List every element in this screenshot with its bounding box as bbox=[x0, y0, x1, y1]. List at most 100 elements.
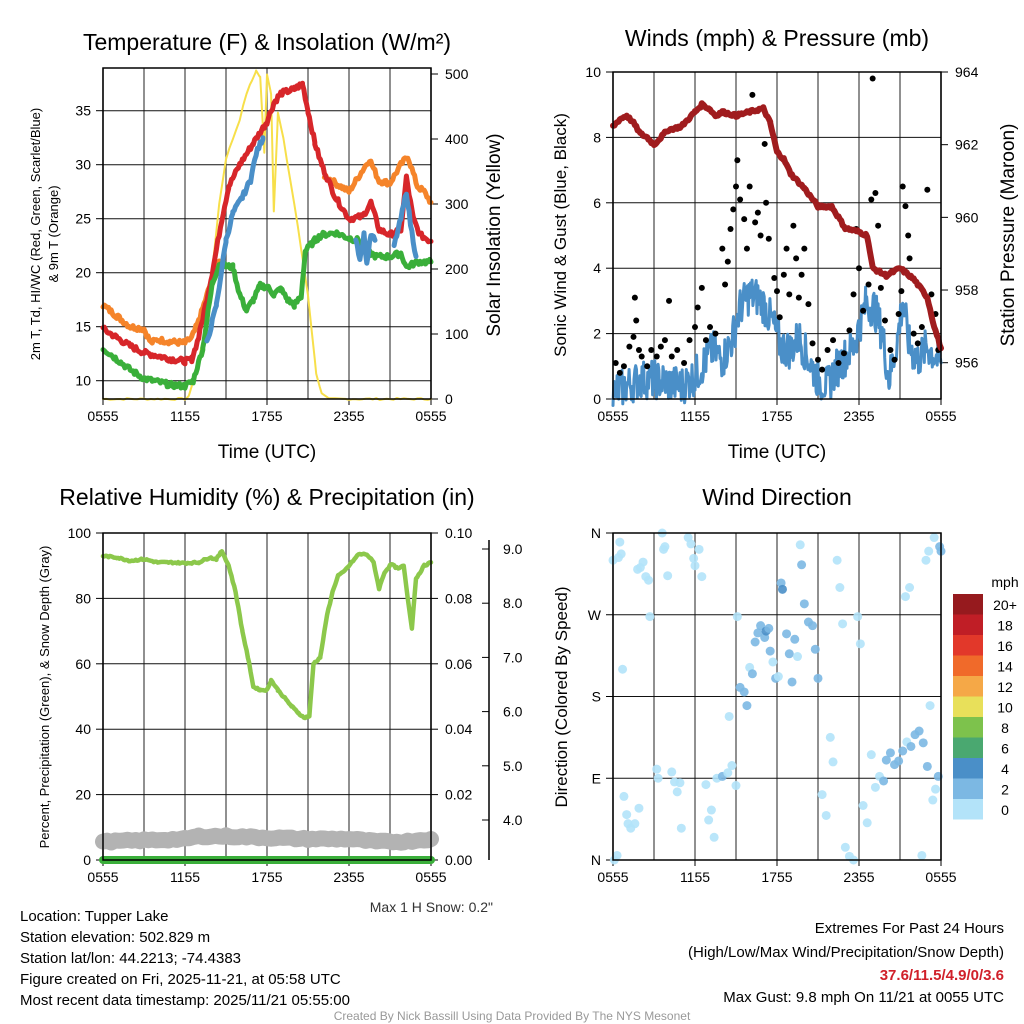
wind-direction-point bbox=[906, 741, 916, 751]
legend-swatch bbox=[953, 614, 983, 635]
snow-tick-label: 8.0 bbox=[503, 595, 523, 611]
wind-direction-point bbox=[797, 560, 807, 570]
wind-direction-point bbox=[894, 756, 904, 766]
wind-direction-point bbox=[694, 544, 704, 554]
wind-direction-point bbox=[928, 795, 938, 805]
x-tick-label: 2355 bbox=[843, 869, 874, 885]
wind-direction-point bbox=[750, 637, 760, 647]
y-tick-label: 10 bbox=[75, 373, 91, 389]
wind-direction-point bbox=[787, 677, 797, 687]
legend-swatch bbox=[953, 696, 983, 717]
direction-y-axis-title: Direction (Colored By Speed) bbox=[552, 586, 571, 807]
gust-point bbox=[698, 284, 705, 291]
gust-point bbox=[752, 219, 759, 226]
wind-direction-point bbox=[921, 555, 931, 565]
wind-direction-point bbox=[630, 819, 640, 829]
gust-point bbox=[733, 183, 739, 190]
station-pressure-line bbox=[610, 100, 944, 352]
wind-direction-point bbox=[817, 790, 827, 800]
gust-point bbox=[783, 245, 790, 252]
gust-point bbox=[666, 297, 673, 304]
gust-point bbox=[906, 255, 913, 262]
plot-frame bbox=[612, 71, 942, 400]
gust-point bbox=[774, 288, 780, 295]
wind-direction-point bbox=[619, 791, 629, 801]
y-tick-label: 15 bbox=[75, 319, 91, 335]
wind-direction-point bbox=[898, 746, 908, 756]
gust-point bbox=[612, 360, 619, 367]
wind-direction-point bbox=[706, 805, 716, 815]
legend-label: 4 bbox=[1001, 761, 1009, 777]
gust-point bbox=[730, 206, 737, 213]
gust-point bbox=[702, 337, 709, 344]
x-tick-label: 1755 bbox=[761, 408, 792, 424]
gust-point bbox=[630, 333, 637, 340]
right-tick-label: 200 bbox=[445, 261, 469, 277]
rh-y-axis-title: Percent, Precipitation (Green), & Snow D… bbox=[37, 546, 52, 849]
wind-direction-point bbox=[652, 764, 662, 774]
extremes-values: 37.6/11.5/4.9/0/3.6 bbox=[880, 967, 1004, 984]
gust-point bbox=[633, 317, 640, 324]
gust-point bbox=[692, 324, 698, 331]
2m-t-line bbox=[100, 80, 434, 367]
wind-direction-point bbox=[929, 533, 939, 543]
hi-wc-line bbox=[353, 230, 378, 266]
x-tick-label: 1755 bbox=[761, 869, 792, 885]
gust-point bbox=[887, 346, 894, 353]
right-tick-label: 500 bbox=[445, 66, 469, 82]
wind-direction-point bbox=[768, 657, 778, 667]
plot-frame bbox=[102, 67, 432, 400]
max-gust: Max Gust: 9.8 mph On 11/21 at 0055 UTC bbox=[723, 989, 1004, 1006]
y-tick-label: 80 bbox=[75, 590, 91, 606]
gust-point bbox=[757, 232, 764, 239]
gust-point bbox=[809, 340, 816, 347]
wind-direction-point bbox=[925, 701, 935, 711]
gust-point bbox=[877, 284, 884, 291]
gust-point bbox=[869, 75, 876, 82]
wind-direction-point bbox=[709, 832, 719, 842]
gust-point bbox=[798, 271, 805, 278]
wind-direction-point bbox=[777, 584, 787, 594]
x-tick-label: 0555 bbox=[87, 408, 118, 424]
wind-direction-point bbox=[686, 539, 696, 549]
gust-point bbox=[918, 324, 925, 331]
y-tick-label: N bbox=[591, 852, 601, 868]
gust-point bbox=[722, 281, 729, 288]
legend-label: 2 bbox=[1001, 782, 1009, 798]
wind-direction-point bbox=[858, 801, 868, 810]
y-tick-label: N bbox=[591, 525, 601, 541]
gust-point bbox=[891, 356, 898, 363]
right-tick-label: 0.08 bbox=[445, 590, 472, 606]
gust-point bbox=[724, 258, 731, 265]
wind-direction-point bbox=[840, 842, 850, 852]
wind-direction-point bbox=[645, 612, 655, 622]
gust-point bbox=[712, 330, 719, 337]
right-tick-label: 100 bbox=[445, 326, 469, 342]
snow-tick-label: 7.0 bbox=[503, 649, 523, 665]
x-tick-label: 1755 bbox=[251, 869, 282, 885]
td-line bbox=[100, 229, 434, 391]
wind-direction-point bbox=[689, 553, 699, 563]
y-tick-label: 30 bbox=[75, 157, 91, 173]
y-tick-label: 25 bbox=[75, 211, 91, 227]
y-tick-label: 20 bbox=[75, 787, 91, 803]
gust-point bbox=[657, 343, 664, 350]
x-tick-label: 1155 bbox=[680, 869, 710, 885]
wind-direction-point bbox=[838, 619, 848, 629]
gust-point bbox=[805, 301, 812, 308]
right-tick-label: 0.00 bbox=[445, 852, 472, 868]
snow-tick-label: 9.0 bbox=[503, 541, 523, 557]
right-tick-label: 0.10 bbox=[445, 525, 472, 541]
gust-point bbox=[895, 310, 902, 317]
hi-wc-line bbox=[391, 191, 419, 259]
temp-y-axis-title-line2: & 9m T (Orange) bbox=[46, 185, 61, 282]
gust-point bbox=[905, 232, 912, 239]
gust-point bbox=[902, 203, 909, 210]
wind-direction-point bbox=[808, 621, 818, 631]
footer-latlon: Station lat/lon: 44.2213; -74.4383 bbox=[20, 950, 241, 967]
plot-frame bbox=[102, 532, 432, 861]
gust-point bbox=[719, 245, 726, 252]
relative-humidity-line bbox=[100, 549, 434, 721]
wind-direction-point bbox=[782, 629, 792, 639]
wind-direction-point bbox=[881, 755, 891, 765]
